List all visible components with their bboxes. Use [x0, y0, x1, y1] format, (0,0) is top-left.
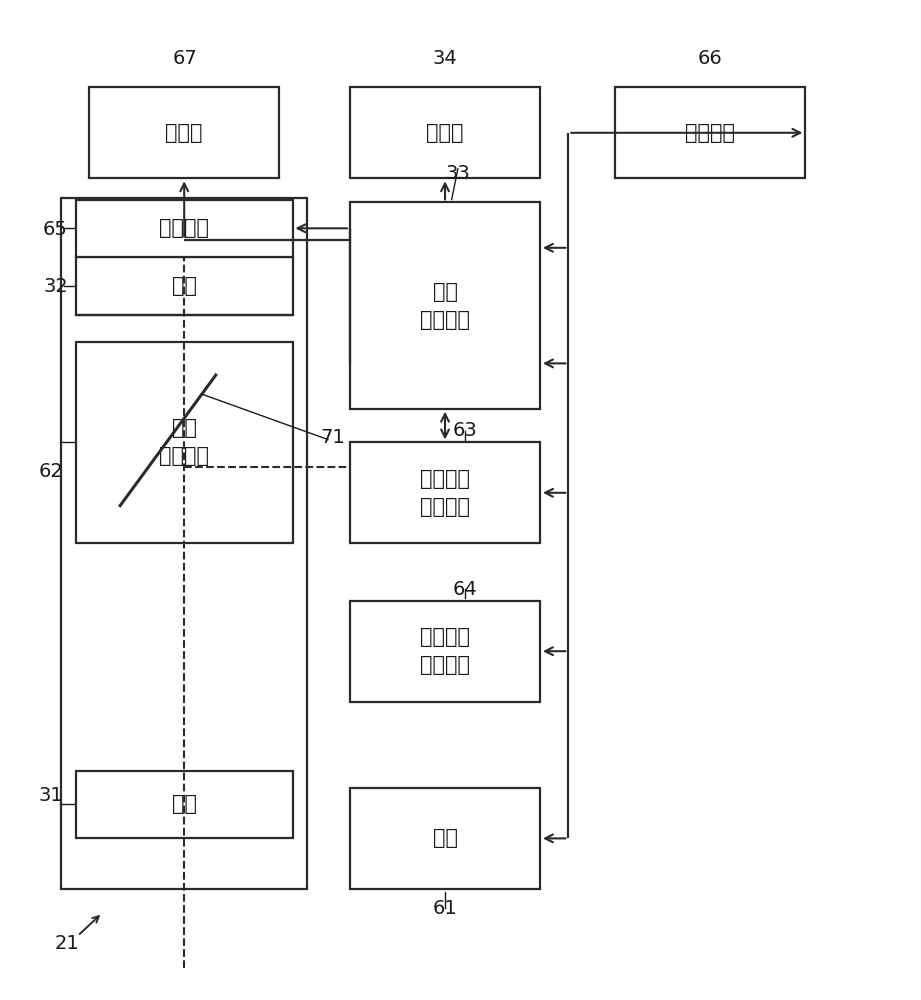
Bar — [89, 87, 279, 178]
Text: 33: 33 — [446, 164, 471, 183]
Text: 31: 31 — [39, 786, 64, 805]
Text: 物镜: 物镜 — [171, 794, 197, 814]
Text: 61: 61 — [432, 898, 457, 918]
Bar — [61, 198, 307, 889]
Text: 66: 66 — [697, 49, 722, 68]
Bar — [350, 442, 540, 543]
Text: 图像
处理装置: 图像 处理装置 — [420, 282, 470, 330]
Text: 观察
光学系统: 观察 光学系统 — [159, 418, 209, 466]
Text: 正面图像
捕获单元: 正面图像 捕获单元 — [420, 469, 470, 517]
Text: 目镜: 目镜 — [171, 276, 197, 296]
Bar — [350, 202, 540, 409]
Bar — [76, 771, 293, 838]
Text: 63: 63 — [452, 421, 477, 440]
Bar — [76, 342, 293, 543]
Text: 32: 32 — [43, 277, 68, 296]
Text: 71: 71 — [320, 428, 344, 447]
Text: 接口单元: 接口单元 — [685, 123, 735, 143]
Text: 21: 21 — [54, 934, 79, 953]
Bar — [76, 200, 293, 257]
Text: 扬声器: 扬声器 — [166, 123, 203, 143]
Text: 34: 34 — [432, 49, 457, 68]
Text: 呈现单元: 呈现单元 — [159, 218, 209, 238]
Bar — [350, 87, 540, 178]
Bar — [615, 87, 805, 178]
Text: 65: 65 — [43, 220, 68, 239]
Bar — [76, 257, 293, 315]
Text: 断层图像
捕获单元: 断层图像 捕获单元 — [420, 627, 470, 675]
Text: 67: 67 — [172, 49, 197, 68]
Text: 显示器: 显示器 — [426, 123, 464, 143]
Bar — [350, 601, 540, 702]
Text: 64: 64 — [452, 580, 477, 599]
Bar — [350, 788, 540, 889]
Text: 光源: 光源 — [433, 828, 458, 848]
Text: 62: 62 — [39, 462, 64, 481]
